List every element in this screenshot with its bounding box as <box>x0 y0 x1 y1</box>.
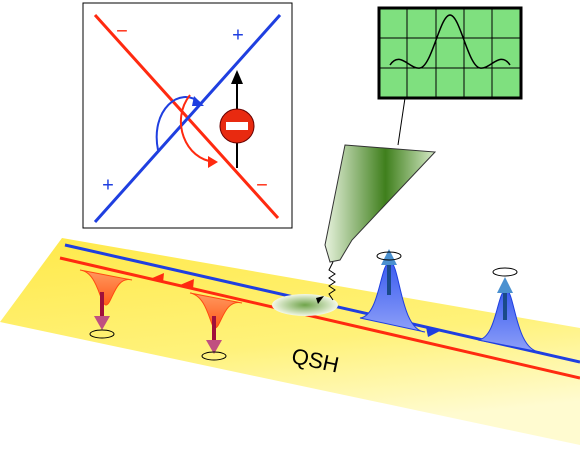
dip <box>79 269 133 306</box>
label: − <box>116 20 128 42</box>
arrow-red <box>180 279 194 289</box>
arrow-red <box>150 273 164 283</box>
rotation-red <box>180 94 216 163</box>
spin-head <box>497 277 513 293</box>
precession <box>89 329 115 339</box>
qsh-strip <box>0 238 580 445</box>
band-blue <box>93 14 282 223</box>
rotation-blue <box>155 96 201 151</box>
cable <box>397 97 406 146</box>
spin-head <box>206 340 222 354</box>
probe <box>324 144 437 263</box>
label: − <box>256 174 268 196</box>
arrowhead <box>231 70 243 84</box>
tunnel-arrow <box>316 296 324 304</box>
arrowhead <box>192 96 204 106</box>
spin-head <box>94 316 110 330</box>
band-red <box>93 13 280 220</box>
precession <box>492 267 518 277</box>
minus-bar <box>226 122 248 130</box>
scope-grid <box>379 8 521 98</box>
edge-red <box>59 256 580 380</box>
arrow-blue <box>426 327 440 337</box>
arrowhead <box>208 156 218 168</box>
precession <box>376 251 402 261</box>
precession <box>201 351 227 361</box>
scope <box>377 6 523 100</box>
spin-head <box>381 249 397 265</box>
label: + <box>102 174 114 196</box>
tunnel-spot <box>272 294 338 316</box>
waveform <box>389 14 511 69</box>
label: + <box>232 24 244 46</box>
tunneling <box>328 261 336 301</box>
